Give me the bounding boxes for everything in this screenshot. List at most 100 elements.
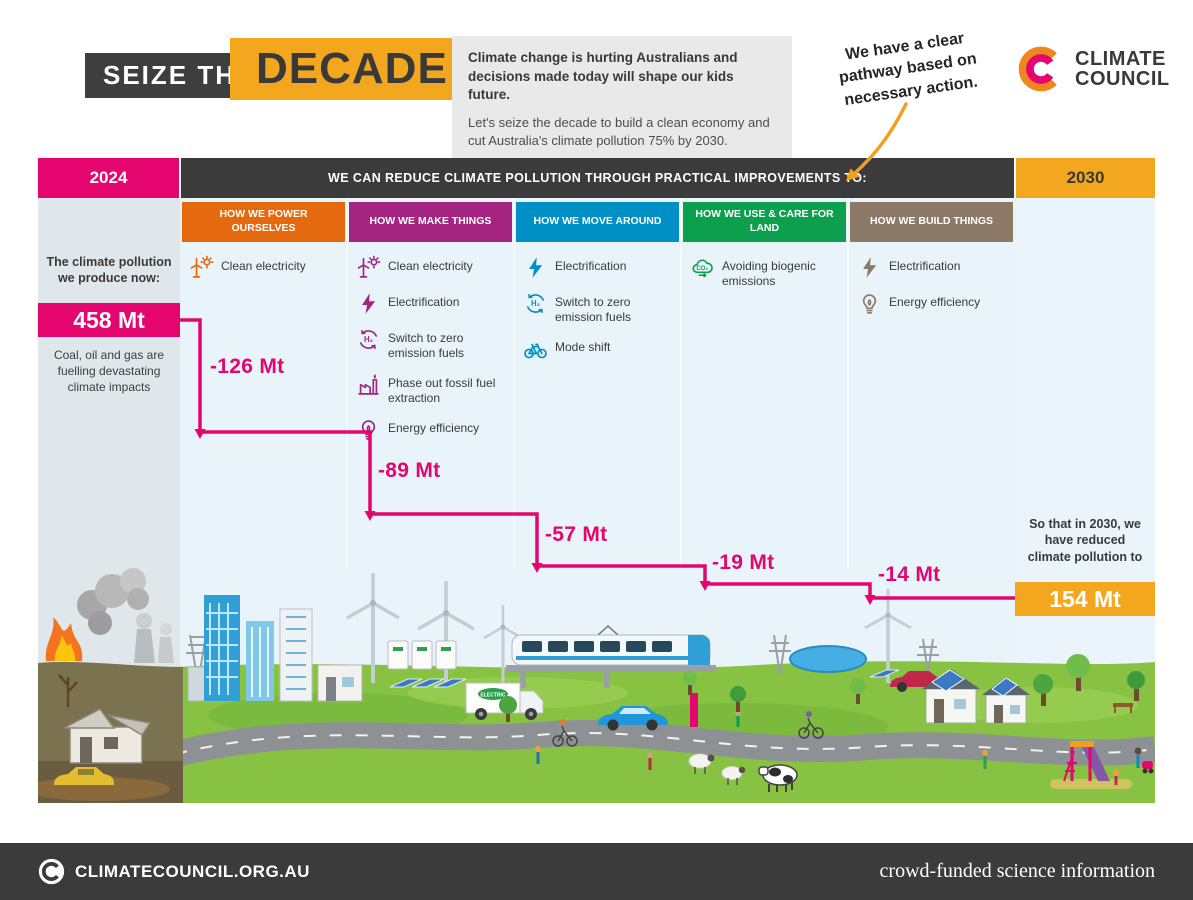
action-item: Clean electricity xyxy=(189,255,338,280)
logo-text: CLIMATE COUNCIL xyxy=(1075,47,1170,90)
action-item: Switch to zero emission fuels xyxy=(356,327,505,361)
intro-text: Let's seize the decade to build a clean … xyxy=(468,114,770,148)
column-header: HOW WE BUILD THINGS xyxy=(850,202,1013,242)
action-item: Energy efficiency xyxy=(857,291,1006,316)
bike-icon xyxy=(523,336,548,361)
intro-bold-text: Climate change is hurting Australians an… xyxy=(468,50,738,103)
city-buildings xyxy=(187,595,363,702)
reduction-label-power: -126 Mt xyxy=(210,355,285,378)
logo-line1: CLIMATE xyxy=(1075,47,1166,70)
column-care-for-land: HOW WE USE & CARE FOR LAND Avoiding biog… xyxy=(681,202,848,289)
park-bench xyxy=(1113,703,1133,713)
now-value-badge: 458 Mt xyxy=(38,303,180,337)
solar-house xyxy=(982,677,1030,724)
action-label: Mode shift xyxy=(555,340,611,354)
title-decade: DECADE xyxy=(230,38,474,100)
action-item: Avoiding biogenic emissions xyxy=(690,255,839,289)
action-label: Clean electricity xyxy=(221,259,306,273)
intro-box: Climate change is hurting Australians an… xyxy=(452,36,792,163)
column-items: Clean electricity xyxy=(180,255,347,280)
action-item: Clean electricity xyxy=(356,255,505,280)
climate-council-logo: CLIMATE COUNCIL xyxy=(1016,44,1170,94)
footer-tagline: crowd-funded science information xyxy=(879,860,1155,882)
h2-fuel-icon xyxy=(356,327,381,352)
reduction-label-move: -57 Mt xyxy=(545,523,608,546)
solar-house xyxy=(922,669,980,724)
column-make-things: HOW WE MAKE THINGS Clean electricity Ele… xyxy=(347,202,514,442)
handwritten-note: We have a clear pathway based on necessa… xyxy=(808,23,1007,116)
bushfire xyxy=(45,617,83,661)
reduction-label-make: -89 Mt xyxy=(378,459,441,482)
column-items: Electrification Switch to zero emission … xyxy=(514,255,681,361)
cyclist xyxy=(552,719,578,747)
action-item: Electrification xyxy=(523,255,672,280)
action-label: Electrification xyxy=(555,259,627,273)
electric-car xyxy=(598,706,668,731)
wind-sun-icon xyxy=(189,255,214,280)
action-label: Energy efficiency xyxy=(388,421,480,435)
column-header: HOW WE MOVE AROUND xyxy=(516,202,679,242)
climate-council-logo-icon xyxy=(38,858,65,885)
fossil-extraction-icon xyxy=(356,372,381,397)
column-items: Clean electricity Electrification Switch… xyxy=(347,255,514,442)
road xyxy=(146,720,1155,774)
action-label: Energy efficiency xyxy=(889,295,981,309)
bolt-icon xyxy=(523,255,548,280)
footer-site: CLIMATECOUNCIL.ORG.AU xyxy=(75,861,310,881)
column-move-around: HOW WE MOVE AROUND Electrification Switc… xyxy=(514,202,681,361)
column-header: HOW WE USE & CARE FOR LAND xyxy=(683,202,846,242)
cow xyxy=(758,764,798,792)
trees xyxy=(499,654,1145,722)
action-item: Mode shift xyxy=(523,336,672,361)
bolt-icon xyxy=(356,291,381,316)
footer-brand: CLIMATECOUNCIL.ORG.AU xyxy=(38,858,310,885)
smoke-plume xyxy=(77,568,149,635)
parent-with-pram xyxy=(1134,747,1154,774)
action-label: Phase out fossil fuel extraction xyxy=(388,376,496,405)
h2-fuel-icon xyxy=(523,291,548,316)
action-item: Energy efficiency xyxy=(356,417,505,442)
light-rail-train xyxy=(506,624,716,688)
action-label: Electrification xyxy=(388,295,460,309)
flooded-car xyxy=(54,767,114,785)
action-label: Clean electricity xyxy=(388,259,473,273)
action-item: Electrification xyxy=(356,291,505,316)
year-2024-block: 2024 xyxy=(38,158,179,198)
wind-sun-icon xyxy=(356,255,381,280)
action-label: Avoiding biogenic emissions xyxy=(722,259,816,288)
future-value-badge: 154 Mt xyxy=(1015,582,1155,616)
action-item: Phase out fossil fuel extraction xyxy=(356,372,505,406)
column-items: Electrification Energy efficiency xyxy=(848,255,1015,316)
energy-efficiency-icon xyxy=(857,291,882,316)
pedestrians xyxy=(535,710,988,770)
pond xyxy=(789,645,867,673)
now-caption-text: Coal, oil and gas are fuelling devastati… xyxy=(53,348,165,394)
landscape-illustration: ELECTRIC xyxy=(38,568,1155,803)
now-intro-text: The climate pollution we produce now: xyxy=(46,255,172,286)
cyclist xyxy=(798,711,824,739)
energy-efficiency-icon xyxy=(356,417,381,442)
column-power-ourselves: HOW WE POWER OURSELVES Clean electricity xyxy=(180,202,347,280)
climate-council-logo-icon xyxy=(1018,46,1057,92)
co2-cloud-icon xyxy=(690,255,715,280)
disaster-scene xyxy=(38,568,183,803)
action-label: Switch to zero emission fuels xyxy=(388,331,465,360)
column-header: HOW WE MAKE THINGS xyxy=(349,202,512,242)
cooling-towers xyxy=(134,613,174,663)
dead-tree xyxy=(58,674,78,707)
future-intro-text: So that in 2030, we have reduced climate… xyxy=(1027,517,1143,564)
banner-title: WE CAN REDUCE CLIMATE POLLUTION THROUGH … xyxy=(181,158,1014,198)
logo-line2: COUNCIL xyxy=(1075,68,1170,90)
sheep xyxy=(688,753,746,785)
playground xyxy=(1050,741,1132,789)
battery-storage xyxy=(387,640,457,670)
column-items: Avoiding biogenic emissions xyxy=(681,255,848,289)
power-pylon xyxy=(186,634,939,684)
bolt-icon xyxy=(857,255,882,280)
action-item: Electrification xyxy=(857,255,1006,280)
footer: CLIMATECOUNCIL.ORG.AU crowd-funded scien… xyxy=(0,843,1193,900)
action-item: Switch to zero emission fuels xyxy=(523,291,672,325)
truck-label: ELECTRIC xyxy=(481,692,506,698)
year-2030-block: 2030 xyxy=(1016,158,1155,198)
